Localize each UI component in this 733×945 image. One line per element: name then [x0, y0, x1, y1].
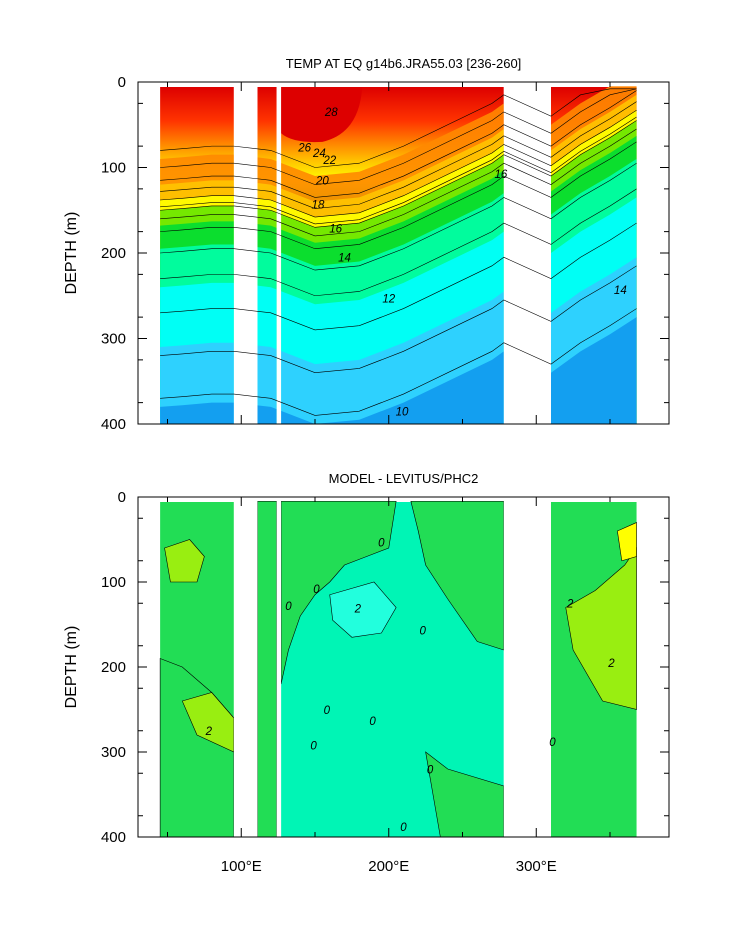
isotherm-line	[160, 90, 637, 198]
bottom-panel-y-axis-label: DEPTH (m)	[63, 626, 80, 709]
bottom-panel-title: MODEL - LEVITUS/PHC2	[329, 471, 479, 486]
land-gap	[276, 86, 282, 424]
contour-label: 2	[566, 599, 574, 611]
isotherm-line	[160, 120, 637, 228]
land-gap	[276, 501, 282, 837]
isotherm-line	[160, 88, 637, 185]
isotherm-line	[160, 141, 637, 250]
land-gap	[503, 86, 551, 424]
contour-label: 2	[607, 658, 615, 670]
anomaly-patch	[617, 522, 637, 562]
anomaly-patch	[280, 500, 397, 685]
bottom-panel-contour-labels: 0 2 0 0 0 0 0 0 0 0 2 2 2 0	[205, 537, 616, 834]
contour-label: 0	[313, 584, 320, 596]
contour-label: 0	[378, 537, 385, 549]
contour-label: 0	[369, 716, 376, 728]
contour-label: 22	[322, 155, 336, 167]
isotherm-line	[160, 101, 637, 209]
contour-label: 20	[315, 176, 329, 188]
isotherm-line	[160, 128, 637, 237]
contour-label: 16	[494, 169, 507, 181]
top-panel: TEMP AT EQ g14b6.JRA55.03 [236-260] 28 26…	[63, 56, 670, 433]
contour-label: 0	[427, 764, 434, 776]
contour-label: 18	[312, 200, 325, 212]
contour-label: 2	[354, 604, 362, 616]
contour-label: 10	[396, 406, 409, 418]
bottom-panel-field	[159, 500, 637, 838]
top-panel-title: TEMP AT EQ g14b6.JRA55.03 [236-260]	[286, 56, 522, 71]
isotherm-line	[160, 116, 637, 225]
top-panel-field	[160, 86, 637, 425]
isotherm-line	[160, 162, 637, 271]
anomaly-patch	[257, 500, 277, 838]
top-panel-ticks: 0 100 200 300 400	[101, 74, 669, 433]
anomaly-patch	[164, 539, 205, 583]
contour-label: 0	[310, 740, 317, 752]
contour-label: 0	[400, 822, 407, 834]
isotherm-line	[160, 109, 637, 218]
y-tick-label: 200	[101, 245, 126, 262]
isotherm-band	[257, 405, 277, 424]
contour-label: 0	[324, 705, 331, 717]
warm-pool	[281, 87, 363, 143]
y-tick-label: 0	[118, 74, 126, 91]
contour-label: 14	[338, 253, 351, 265]
land-gap	[233, 86, 258, 424]
y-tick-label: 300	[101, 331, 126, 348]
contour-label: 0	[419, 626, 426, 638]
contour-label: 26	[297, 142, 311, 154]
y-tick-label: 100	[101, 574, 126, 591]
contour-label: 14	[614, 285, 627, 297]
y-tick-label: 100	[101, 160, 126, 177]
contour-label: 0	[285, 601, 292, 613]
isotherm-line	[160, 308, 637, 416]
isotherm-line	[160, 88, 637, 168]
contour-label: 2	[205, 726, 213, 738]
y-tick-label: 400	[101, 416, 126, 433]
land-gap	[503, 501, 551, 837]
top-panel-y-axis-label: DEPTH (m)	[63, 212, 80, 295]
x-tick-label: 200°E	[368, 858, 409, 875]
anomaly-patch	[329, 581, 397, 638]
contour-label: 28	[324, 107, 338, 119]
y-tick-label: 0	[118, 489, 126, 506]
y-tick-label: 300	[101, 744, 126, 761]
y-tick-label: 200	[101, 659, 126, 676]
isotherm-line	[160, 265, 637, 374]
contour-label: 24	[312, 148, 326, 160]
x-tick-label: 100°E	[221, 858, 262, 875]
isotherm-band	[257, 345, 277, 424]
isotherm-band	[281, 351, 504, 424]
isotherm-band	[160, 402, 234, 424]
x-tick-label: 300°E	[516, 858, 557, 875]
isotherm-line	[160, 222, 637, 331]
isotherm-line	[160, 188, 637, 297]
contour-label: 16	[329, 223, 342, 235]
anomaly-patch	[565, 547, 637, 710]
land-gap	[233, 501, 258, 837]
contour-label: 12	[382, 294, 395, 306]
top-panel-contours	[160, 88, 637, 416]
isotherm-band	[551, 317, 637, 424]
y-tick-label: 400	[101, 829, 126, 846]
contour-label: 0	[549, 737, 556, 749]
